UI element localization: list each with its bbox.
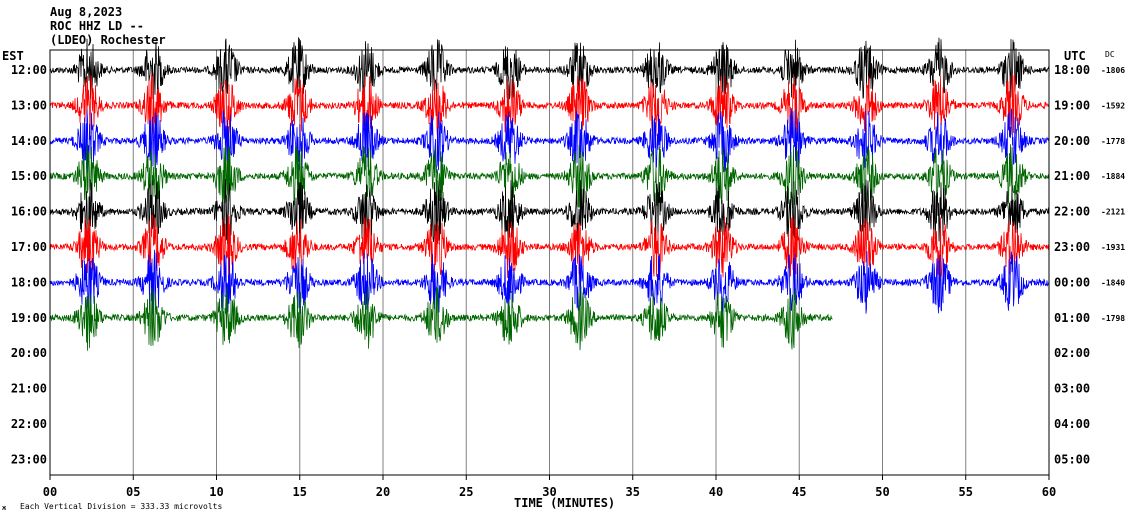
est-hour-label: 23:00 [11, 452, 47, 466]
time-grid [132, 50, 967, 475]
utc-hour-label: 03:00 [1054, 382, 1090, 396]
dc-offset-label: -2121 [1101, 208, 1125, 217]
trace-row-3 [49, 144, 1050, 209]
x-tick-label: 50 [875, 485, 889, 499]
axis-ticks: 12:00 13:00 14:00 15:00 16:00 17:00 18:00 19:00… [11, 63, 1125, 499]
utc-hour-label: 04:00 [1054, 417, 1090, 431]
est-hour-label: 19:00 [11, 311, 47, 325]
est-hour-label: 13:00 [11, 98, 47, 112]
dc-offset-label: -1592 [1101, 101, 1125, 110]
trace-row-0 [49, 37, 1050, 102]
x-tick-label: 15 [293, 485, 307, 499]
trace-row-6 [49, 249, 1050, 316]
x-tick-label: 55 [959, 485, 973, 499]
est-hour-label: 18:00 [11, 275, 47, 289]
station-label: ROC HHZ LD -- [50, 19, 144, 33]
trace-row-1 [49, 72, 1050, 139]
network-label: (LDEO) Rochester [50, 33, 166, 47]
date-label: Aug 8,2023 [50, 5, 123, 19]
est-hour-label: 21:00 [11, 382, 47, 396]
dc-offset-label: -1806 [1101, 66, 1125, 75]
x-tick-label: 35 [626, 485, 640, 499]
utc-hour-label: 22:00 [1054, 205, 1090, 219]
trace-row-5 [49, 214, 1050, 279]
utc-hour-label: 20:00 [1054, 134, 1090, 148]
x-tick-label: 05 [126, 485, 140, 499]
est-hour-label: 20:00 [11, 346, 47, 360]
dc-offset-label: -1884 [1101, 172, 1125, 181]
utc-hour-label: 05:00 [1054, 452, 1090, 466]
est-hour-label: 22:00 [11, 417, 47, 431]
est-hour-label: 14:00 [11, 134, 47, 148]
dc-label: DC [1105, 50, 1115, 59]
x-tick-label: 30 [542, 485, 556, 499]
est-hour-label: 12:00 [11, 63, 47, 77]
dc-offset-label: -1778 [1101, 137, 1125, 146]
utc-hour-label: 21:00 [1054, 169, 1090, 183]
x-tick-label: 45 [792, 485, 806, 499]
est-hour-label: 15:00 [11, 169, 47, 183]
utc-hour-label: 18:00 [1054, 63, 1090, 77]
utc-hour-label: 23:00 [1054, 240, 1090, 254]
x-tick-label: 25 [459, 485, 473, 499]
left-timezone-label: EST [2, 49, 24, 63]
trace-row-4 [49, 179, 1050, 245]
x-axis-title: TIME (MINUTES) [514, 496, 616, 510]
trace-row-2 [49, 108, 1050, 174]
scale-note: Each Vertical Division = 333.33 microvol… [20, 502, 223, 511]
trace-row-7 [49, 285, 833, 351]
est-hour-label: 17:00 [11, 240, 47, 254]
utc-hour-label: 02:00 [1054, 346, 1090, 360]
est-hour-label: 16:00 [11, 205, 47, 219]
x-tick-label: 10 [209, 485, 223, 499]
x-tick-label: 40 [709, 485, 723, 499]
x-tick-label: 20 [376, 485, 390, 499]
utc-hour-label: 00:00 [1054, 275, 1090, 289]
seismic-traces [49, 37, 1050, 351]
logo-glyph-icon: ж [2, 504, 7, 512]
right-timezone-label: UTC [1064, 49, 1086, 63]
dc-offset-label: -1931 [1101, 243, 1125, 252]
dc-offset-label: -1798 [1101, 314, 1125, 323]
utc-hour-label: 19:00 [1054, 98, 1090, 112]
x-tick-label: 60 [1042, 485, 1056, 499]
x-tick-label: 00 [43, 485, 57, 499]
dc-offset-label: -1840 [1101, 278, 1125, 287]
utc-hour-label: 01:00 [1054, 311, 1090, 325]
